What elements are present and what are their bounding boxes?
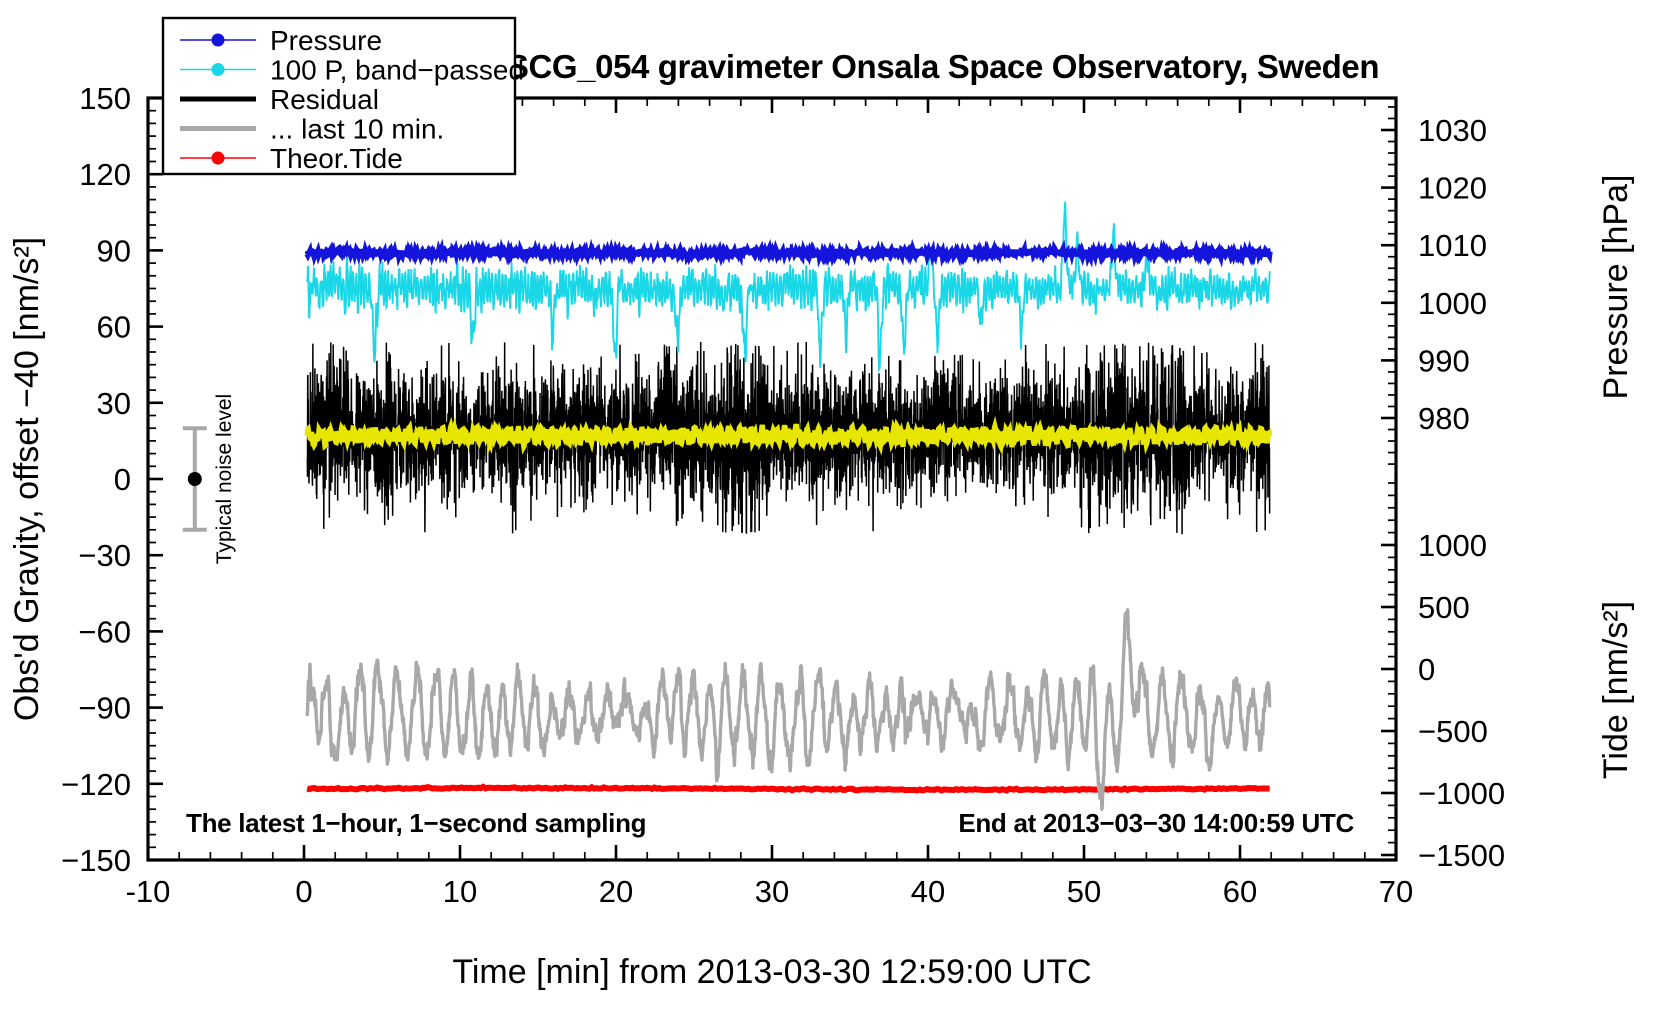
y-tick-label-pressure: 1000 — [1418, 286, 1487, 321]
y-tick-label-tide: 0 — [1418, 652, 1435, 687]
legend-marker-dot — [211, 33, 225, 47]
x-axis: -10 0 10 20 30 40 50 60 70 Time [min] from 2013-0… — [126, 98, 1413, 991]
y-tick-label-pressure: 1030 — [1418, 113, 1487, 148]
y-axis-title-left: Obs'd Gravity, offset −40 [nm/s²] — [8, 237, 46, 721]
x-tick-label: 20 — [599, 874, 633, 909]
y-axis-title-pressure: Pressure [hPa] — [1597, 175, 1635, 400]
y-tick-label-left: −90 — [78, 691, 131, 726]
x-tick-label: 70 — [1379, 874, 1413, 909]
y-tick-label-left: −150 — [61, 843, 131, 878]
y-tick-label-pressure: 1010 — [1418, 228, 1487, 263]
y-tick-label-left: −30 — [78, 538, 131, 573]
y-tick-label-pressure: 990 — [1418, 343, 1470, 378]
legend-label: Residual — [270, 84, 379, 115]
legend-marker-dot — [211, 63, 225, 76]
y-tick-label-pressure: 980 — [1418, 401, 1470, 436]
y-tick-label-left: 60 — [97, 310, 131, 345]
y-tick-label-pressure: 1020 — [1418, 171, 1487, 206]
legend-entry: Pressure — [180, 25, 382, 56]
y-tick-label-left: 30 — [97, 386, 131, 421]
y-tick-label-tide: −1500 — [1418, 838, 1505, 873]
chart-title: SCG_054 gravimeter Onsala Space Observat… — [507, 48, 1379, 85]
legend-entry: Theor.Tide — [180, 143, 403, 174]
legend-entry: 100 P, band−passed — [180, 55, 524, 86]
series-smoothed-residual — [304, 415, 1273, 456]
y-axis-right-tide: 1000 500 0 −500 −1000 −1500 Tide [nm/s²] — [1381, 482, 1635, 873]
legend-label: ... last 10 min. — [270, 114, 444, 145]
x-tick-label: 0 — [295, 874, 312, 909]
x-tick-label: 40 — [911, 874, 945, 909]
x-tick-label: 10 — [443, 874, 477, 909]
y-tick-label-left: −60 — [78, 614, 131, 649]
series-last-10-min — [305, 608, 1272, 811]
noise-level-label: Typical noise level — [213, 394, 236, 564]
x-tick-label: 30 — [755, 874, 789, 909]
legend-label: 100 P, band−passed — [270, 55, 524, 86]
series-theor-tide — [306, 783, 1270, 794]
y-tick-label-left: −120 — [61, 767, 131, 802]
x-tick-label: -10 — [126, 874, 171, 909]
legend-entry: ... last 10 min. — [180, 114, 444, 145]
legend-entry: Residual — [180, 84, 379, 115]
legend-label: Theor.Tide — [270, 143, 403, 174]
annotation-bottom-right: End at 2013−03−30 14:00:59 UTC — [958, 808, 1354, 838]
y-tick-label-left: 90 — [97, 233, 131, 268]
noise-level-marker: Typical noise level — [182, 394, 236, 564]
y-axis-right-pressure: 1030 1020 1010 1000 990 980 Pressure [hPa] — [1381, 106, 1635, 465]
x-tick-label: 60 — [1223, 874, 1257, 909]
y-tick-label-tide: 500 — [1418, 590, 1470, 625]
annotation-bottom-left: The latest 1−hour, 1−second sampling — [186, 808, 646, 838]
legend-label: Pressure — [270, 25, 382, 56]
y-tick-label-tide: 1000 — [1418, 528, 1487, 563]
series-band-passed-pressure — [306, 201, 1271, 374]
y-axis-left: 150 120 90 60 30 0 −30 −60 −90 −120 −150 Obs'd Grav… — [8, 81, 163, 878]
series-pressure — [304, 238, 1273, 268]
data-traces — [304, 201, 1273, 811]
y-axis-title-tide: Tide [nm/s²] — [1597, 601, 1635, 779]
y-tick-label-left: 0 — [114, 462, 131, 497]
legend-marker-dot — [211, 151, 225, 165]
y-tick-label-left: 120 — [79, 157, 131, 192]
y-tick-label-left: 150 — [79, 81, 131, 116]
x-axis-title: Time [min] from 2013-03-30 12:59:00 UTC — [452, 953, 1091, 991]
x-tick-label: 50 — [1067, 874, 1101, 909]
y-tick-label-tide: −500 — [1418, 714, 1488, 749]
y-tick-label-tide: −1000 — [1418, 776, 1505, 811]
